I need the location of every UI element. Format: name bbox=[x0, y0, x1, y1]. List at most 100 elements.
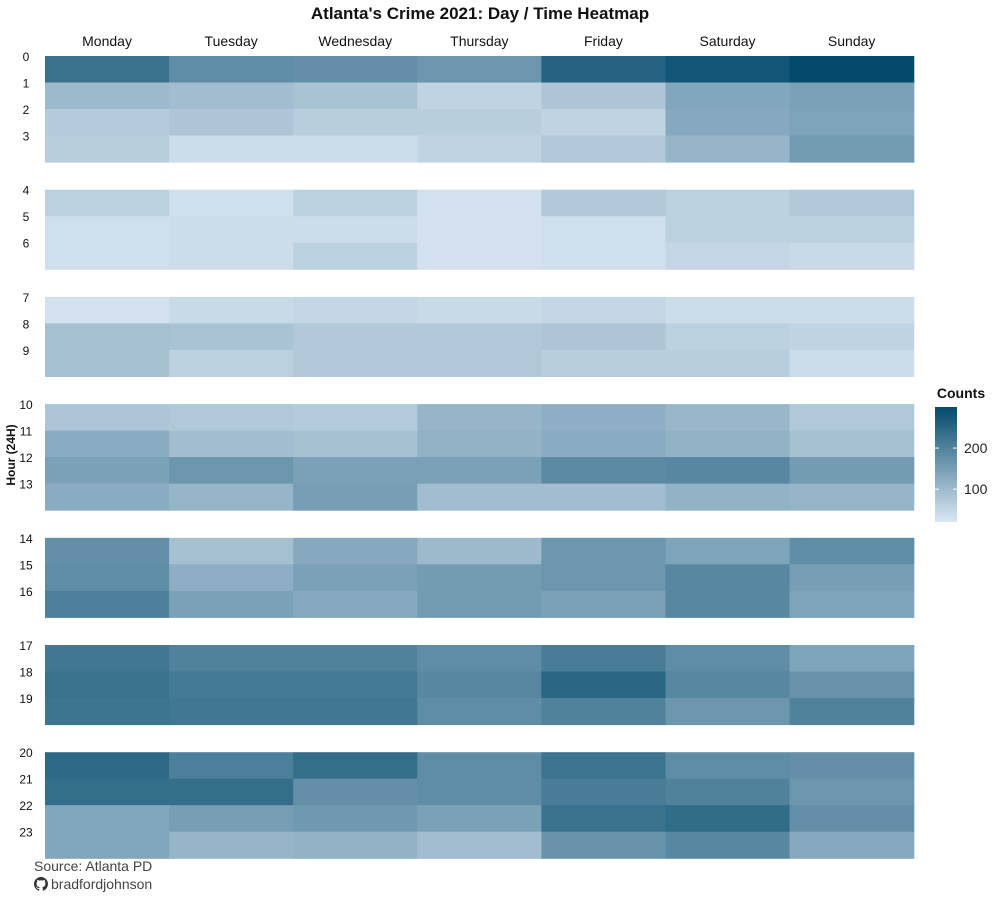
day-label: Sunday bbox=[828, 33, 875, 49]
heatmap-cell bbox=[169, 752, 294, 780]
heatmap-cell bbox=[169, 216, 294, 244]
heatmap-cell bbox=[417, 564, 542, 592]
heatmap-cell bbox=[665, 349, 791, 377]
heatmap-cell bbox=[45, 404, 170, 432]
heatmap-cell bbox=[169, 323, 294, 351]
chart-title: Atlanta's Crime 2021: Day / Time Heatmap bbox=[311, 4, 649, 23]
heatmap-cell bbox=[789, 242, 915, 270]
heatmap-cell bbox=[169, 564, 294, 592]
hour-label: 10 bbox=[19, 398, 33, 412]
hour-label: 13 bbox=[19, 478, 33, 492]
heatmap-cell bbox=[789, 483, 915, 511]
heatmap-cell bbox=[541, 752, 667, 780]
heatmap-cell bbox=[417, 778, 542, 806]
heatmap-cell bbox=[45, 430, 170, 458]
heatmap-cell bbox=[789, 82, 915, 110]
heatmap-cell bbox=[541, 698, 667, 726]
heatmap-cell bbox=[45, 323, 170, 351]
heatmap-cell bbox=[45, 457, 170, 485]
heatmap-cell bbox=[665, 430, 791, 458]
heatmap-cell bbox=[665, 323, 791, 351]
heatmap-cell bbox=[169, 189, 294, 217]
heatmap-cell bbox=[665, 216, 791, 244]
hour-label: 16 bbox=[19, 585, 33, 599]
hour-label: 21 bbox=[19, 773, 33, 787]
hour-label: 15 bbox=[19, 558, 33, 572]
heatmap-cell bbox=[293, 671, 418, 699]
heatmap-cell bbox=[169, 483, 294, 511]
heatmap-cell bbox=[541, 216, 667, 244]
heatmap-cell bbox=[293, 564, 418, 592]
heatmap-cell bbox=[417, 698, 542, 726]
heatmap-cell bbox=[293, 56, 418, 84]
heatmap-cell bbox=[417, 671, 542, 699]
heatmap-cell bbox=[789, 56, 915, 84]
heatmap-cell bbox=[541, 537, 667, 565]
heatmap-cell bbox=[541, 323, 667, 351]
heatmap-cell bbox=[417, 537, 542, 565]
heatmap-cell bbox=[417, 457, 542, 485]
heatmap-cell bbox=[45, 135, 170, 163]
hour-label: 5 bbox=[23, 210, 30, 224]
heatmap-cell bbox=[293, 698, 418, 726]
heatmap-cell bbox=[665, 109, 791, 137]
heatmap-cell bbox=[541, 483, 667, 511]
heatmap-cell bbox=[45, 296, 170, 324]
heatmap-cell bbox=[541, 349, 667, 377]
heatmap-cell bbox=[665, 296, 791, 324]
heatmap-cell bbox=[665, 189, 791, 217]
heatmap-cell bbox=[417, 189, 542, 217]
source-caption: Source: Atlanta PD bbox=[34, 858, 153, 874]
heatmap-cell bbox=[169, 590, 294, 618]
hour-label: 11 bbox=[20, 425, 33, 439]
heatmap-cell bbox=[665, 831, 791, 859]
heatmap-cell bbox=[45, 778, 170, 806]
heatmap-cell bbox=[293, 752, 418, 780]
heatmap-cell bbox=[541, 109, 667, 137]
heatmap-cell bbox=[169, 349, 294, 377]
heatmap-cell bbox=[789, 349, 915, 377]
heatmap-cell bbox=[417, 349, 542, 377]
heatmap-cell bbox=[45, 752, 170, 780]
heatmap-cell bbox=[541, 82, 667, 110]
hour-label: 8 bbox=[23, 317, 30, 331]
heatmap-cell bbox=[169, 404, 294, 432]
heatmap-cell bbox=[417, 216, 542, 244]
heatmap-cell bbox=[789, 671, 915, 699]
hour-label: 17 bbox=[19, 639, 33, 653]
heatmap-cell bbox=[789, 752, 915, 780]
author-caption: bradfordjohnson bbox=[34, 876, 152, 892]
heatmap-cell bbox=[665, 404, 791, 432]
heatmap-cell bbox=[417, 645, 542, 673]
heatmap-cell bbox=[169, 698, 294, 726]
heatmap-cell bbox=[541, 135, 667, 163]
heatmap-cell bbox=[789, 457, 915, 485]
colorbar-tick-label: 100 bbox=[964, 481, 988, 497]
heatmap-cell bbox=[45, 216, 170, 244]
heatmap-cell bbox=[293, 483, 418, 511]
hour-label: 6 bbox=[23, 237, 30, 251]
heatmap-cell bbox=[293, 242, 418, 270]
heatmap-cell bbox=[169, 831, 294, 859]
heatmap-cell bbox=[665, 805, 791, 833]
heatmap-cell bbox=[789, 135, 915, 163]
colorbar bbox=[935, 407, 957, 522]
day-label: Thursday bbox=[450, 33, 508, 49]
heatmap-cell bbox=[169, 778, 294, 806]
hour-label: 1 bbox=[23, 77, 30, 91]
author-name: bradfordjohnson bbox=[51, 876, 153, 892]
heatmap-cell bbox=[665, 590, 791, 618]
heatmap-cell bbox=[665, 242, 791, 270]
hour-label: 20 bbox=[19, 746, 33, 760]
heatmap-cell bbox=[789, 590, 915, 618]
heatmap-cell bbox=[169, 645, 294, 673]
heatmap-cell bbox=[789, 698, 915, 726]
heatmap-cell bbox=[293, 590, 418, 618]
heatmap-cell bbox=[45, 671, 170, 699]
heatmap-cell bbox=[789, 778, 915, 806]
heatmap-cell bbox=[417, 805, 542, 833]
heatmap-cell bbox=[665, 698, 791, 726]
y-axis-label: Hour (24H) bbox=[4, 424, 18, 485]
heatmap-cell bbox=[541, 457, 667, 485]
heatmap-cell bbox=[293, 805, 418, 833]
